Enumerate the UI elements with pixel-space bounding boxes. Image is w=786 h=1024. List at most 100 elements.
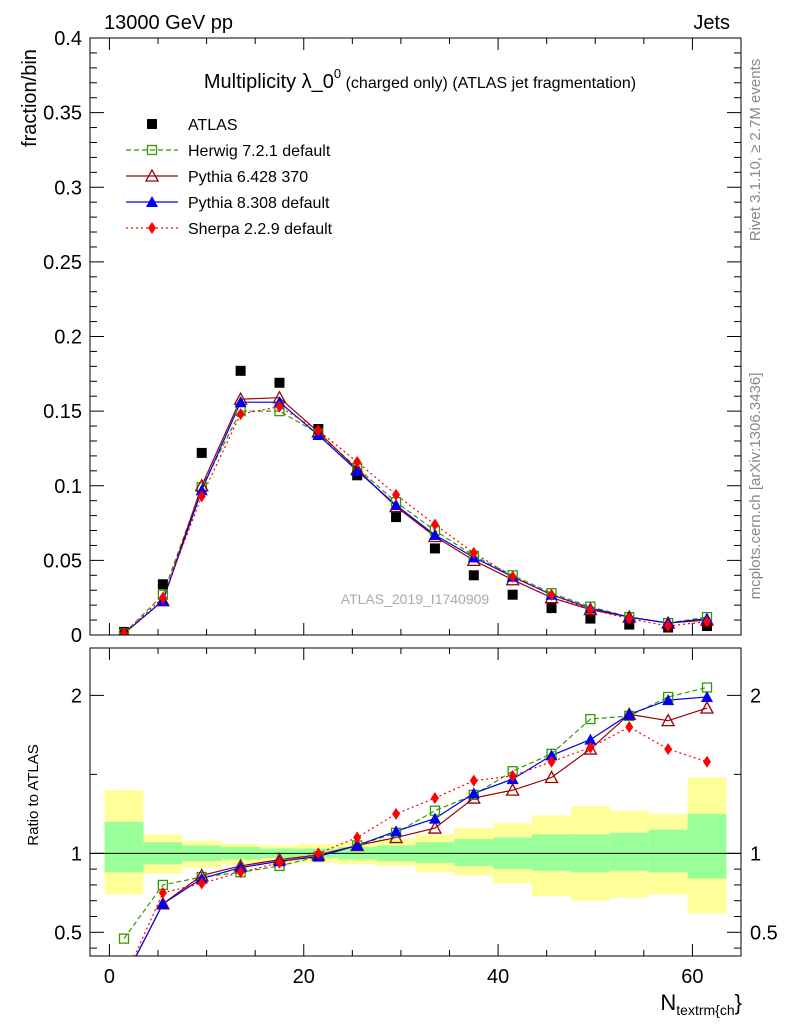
y-axis-label: fraction/bin <box>19 49 41 147</box>
legend-marker-pythia-8-308-default <box>146 196 158 207</box>
main-point-atlas <box>157 579 168 590</box>
ratio-point-pythia-8-308-default <box>118 974 130 985</box>
legend-marker-sherpa-2-2-9-default <box>148 222 156 234</box>
legend-label-atlas: ATLAS <box>188 117 238 134</box>
legend-marker-atlas <box>147 119 157 129</box>
y-tick-label: 0.4 <box>54 28 82 50</box>
ratio-point-pythia-8-308-default <box>156 897 169 909</box>
ratio-point-sherpa-2-2-9-default <box>586 741 595 754</box>
ratio-point-pythia-6-428-370 <box>661 713 676 727</box>
ratio-point-herwig-7-2-1-default <box>118 933 130 944</box>
ratio-y-axis-label: Ratio to ATLAS <box>25 744 42 845</box>
main-point-atlas <box>196 447 207 458</box>
legend-label-pythia-6-428-370: Pythia 6.428 370 <box>188 169 308 186</box>
main-point-pythia-8-308-default <box>195 484 208 496</box>
main-point-pythia-8-308-default <box>390 499 403 511</box>
ratio-bands <box>90 777 741 914</box>
legend-label-pythia-8-308-default: Pythia 8.308 default <box>188 195 330 212</box>
ratio-point-sherpa-2-2-9-default <box>664 743 673 756</box>
legend-marker-herwig-7-2-1-default <box>146 144 158 156</box>
ratio-point-pythia-6-428-370 <box>699 700 715 714</box>
ratio-band-green <box>415 842 455 863</box>
ratio-point-pythia-6-428-370 <box>388 830 404 844</box>
main-point-atlas <box>507 589 518 600</box>
main-point-sherpa-2-2-9-default <box>275 400 284 413</box>
main-point-sherpa-2-2-9-default <box>664 620 673 633</box>
main-series <box>118 365 715 635</box>
chart-title-sup: 0 <box>334 66 341 81</box>
ratio-point-sherpa-2-2-9-default <box>197 877 206 890</box>
main-point-atlas <box>546 603 557 614</box>
legend-label-herwig-7-2-1-default: Herwig 7.2.1 default <box>188 143 331 160</box>
main-point-sherpa-2-2-9-default <box>314 424 323 437</box>
main-point-sherpa-2-2-9-default <box>586 603 595 616</box>
ratio-point-pythia-8-308-default <box>584 733 597 745</box>
y-tick-label: 0.05 <box>43 550 82 572</box>
main-point-atlas <box>274 377 285 388</box>
ratio-point-herwig-7-2-1-default <box>701 682 713 693</box>
y-tick-label: 0.1 <box>54 476 82 498</box>
ratio-line-pythia-8-308-default <box>135 696 708 956</box>
ratio-band-green <box>609 832 649 871</box>
ratio-band-green <box>532 834 571 871</box>
ratio-point-sherpa-2-2-9-default <box>120 974 128 986</box>
ratio-point-sherpa-2-2-9-default <box>508 769 517 782</box>
ratio-point-pythia-8-308-default <box>662 694 675 706</box>
x-tick-label: 60 <box>681 966 703 988</box>
ratio-point-pythia-8-308-default <box>351 839 364 851</box>
ratio-point-pythia-8-308-default <box>545 749 558 761</box>
ratio-point-sherpa-2-2-9-default <box>392 807 401 820</box>
ratio-y-tick-label-right: 0.5 <box>750 922 778 944</box>
ratio-y-tick-label: 2 <box>71 685 82 707</box>
chart-title-main: Multiplicity λ_0 <box>204 71 334 93</box>
header-left: 13000 GeV pp <box>104 12 233 34</box>
ratio-band-green <box>687 813 727 879</box>
ratio-y-tick-label: 0.5 <box>54 922 82 944</box>
ratio-point-pythia-6-428-370 <box>505 782 520 796</box>
legend: ATLAS Herwig 7.2.1 default Pythia 6.428 37… <box>126 117 333 238</box>
main-point-sherpa-2-2-9-default <box>120 627 129 635</box>
main-point-sherpa-2-2-9-default <box>508 570 517 583</box>
mcplots-label: mcplots.cern.ch [arXiv:1306.3436] <box>747 373 764 600</box>
main-point-sherpa-2-2-9-default <box>702 615 711 628</box>
ratio-series <box>118 682 715 986</box>
y-tick-label: 0.2 <box>54 327 82 349</box>
main-point-pythia-8-308-default <box>234 396 247 408</box>
ratio-point-herwig-7-2-1-default <box>585 713 596 725</box>
ratio-point-pythia-6-428-370 <box>118 974 130 985</box>
x-tick-label: 20 <box>293 966 315 988</box>
x-axis-label: Ntextrm{ch} <box>660 990 742 1018</box>
main-line-pythia-6-428-370 <box>123 397 708 634</box>
ratio-band-green <box>454 839 494 866</box>
rivet-label: Rivet 3.1.10, ≥ 2.7M events <box>747 59 764 242</box>
main-point-sherpa-2-2-9-default <box>392 488 401 501</box>
ratio-point-sherpa-2-2-9-default <box>275 856 284 869</box>
main-point-atlas <box>391 512 402 523</box>
ratio-point-sherpa-2-2-9-default <box>353 831 362 844</box>
main-point-atlas <box>585 613 596 624</box>
ratio-line-sherpa-2-2-9-default <box>133 726 708 956</box>
main-point-atlas <box>235 365 246 376</box>
ratio-point-sherpa-2-2-9-default <box>314 847 323 860</box>
y-tick-label: 0.15 <box>43 401 82 423</box>
main-point-sherpa-2-2-9-default <box>158 591 167 604</box>
ratio-point-sherpa-2-2-9-default <box>625 720 634 733</box>
chart-title: Multiplicity λ_00 (charged only) (ATLAS … <box>204 66 636 93</box>
ratio-point-pythia-8-308-default <box>428 812 441 824</box>
main-line-sherpa-2-2-9-default <box>123 406 708 634</box>
main-line-pythia-8-308-default <box>123 401 708 634</box>
legend-label-sherpa-2-2-9-default: Sherpa 2.2.9 default <box>188 221 333 238</box>
header-right: Jets <box>693 12 730 34</box>
main-point-sherpa-2-2-9-default <box>430 518 439 531</box>
ratio-point-pythia-8-308-default <box>700 690 713 702</box>
ratio-point-sherpa-2-2-9-default <box>702 755 711 768</box>
ratio-point-pythia-8-308-default <box>623 708 636 720</box>
ratio-point-pythia-8-308-default <box>467 787 480 799</box>
main-point-sherpa-2-2-9-default <box>236 408 245 421</box>
main-point-atlas <box>468 570 479 581</box>
ratio-point-sherpa-2-2-9-default <box>158 886 167 899</box>
analysis-watermark: ATLAS_2019_I1740909 <box>341 591 490 607</box>
ratio-point-pythia-8-308-default <box>390 825 403 837</box>
